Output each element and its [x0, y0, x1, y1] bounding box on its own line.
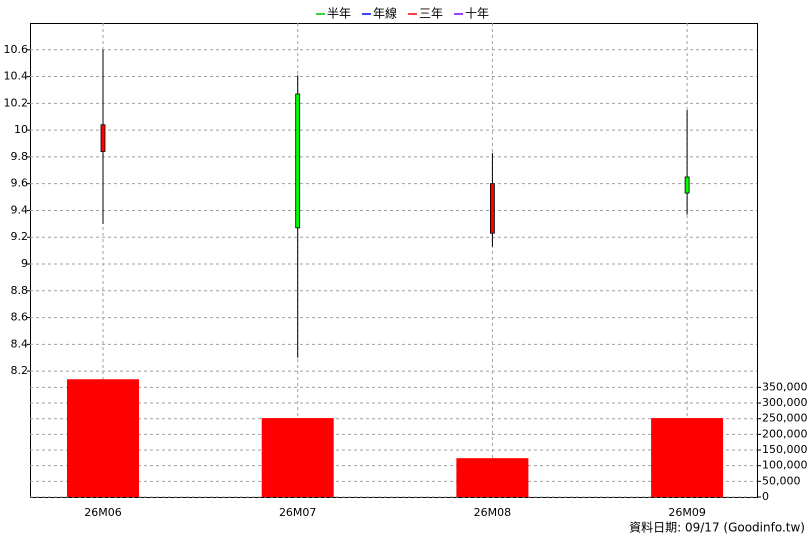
y2-tick-label: 350,000 — [762, 380, 808, 393]
y2-tick-label: 200,000 — [762, 427, 808, 440]
y-tick-label: 8.4 — [11, 337, 29, 350]
candle-body — [684, 176, 690, 194]
x-tick-label: 26M09 — [668, 506, 706, 519]
volume-bar — [261, 418, 334, 497]
y-tick-label: 8.6 — [11, 311, 29, 324]
y2-tick-label: 300,000 — [762, 396, 808, 409]
volume-bar — [651, 418, 724, 497]
legend-label: 三年 — [419, 7, 443, 21]
y-tick-label: 10.6 — [4, 43, 29, 56]
y-tick-label: 10.2 — [4, 96, 29, 109]
y-tick-label: 9.8 — [11, 150, 29, 163]
x-tick-label: 26M08 — [474, 506, 512, 519]
y-tick-label: 9 — [21, 257, 28, 270]
x-tick-label: 26M07 — [279, 506, 317, 519]
y-tick-label: 8.2 — [11, 364, 29, 377]
y2-tick-label: 250,000 — [762, 412, 808, 425]
plot-frame — [30, 23, 758, 498]
candle-body — [295, 93, 301, 229]
y-tick-label: 9.2 — [11, 230, 29, 243]
y-tick-label: 8.8 — [11, 284, 29, 297]
y2-tick-label: 0 — [762, 490, 769, 503]
y2-tick-label: 100,000 — [762, 459, 808, 472]
footer: 資料日期: 09/17 (Goodinfo.tw) — [629, 521, 805, 535]
legend-label: 年線 — [373, 6, 397, 21]
legend-label: 半年 — [327, 7, 351, 21]
legend-label: 十年 — [465, 7, 489, 21]
volume-bar — [456, 458, 529, 497]
y-tick-label: 9.4 — [11, 203, 29, 216]
candle-body — [100, 124, 106, 152]
y-tick-label: 10.4 — [4, 70, 29, 83]
y-tick-label: 9.6 — [11, 177, 29, 190]
y-tick-label: 10 — [14, 123, 28, 136]
y2-tick-label: 150,000 — [762, 443, 808, 456]
y2-tick-label: 50,000 — [762, 474, 801, 487]
x-tick-label: 26M06 — [84, 506, 122, 519]
candle-body — [489, 183, 495, 234]
volume-bar — [67, 379, 139, 497]
